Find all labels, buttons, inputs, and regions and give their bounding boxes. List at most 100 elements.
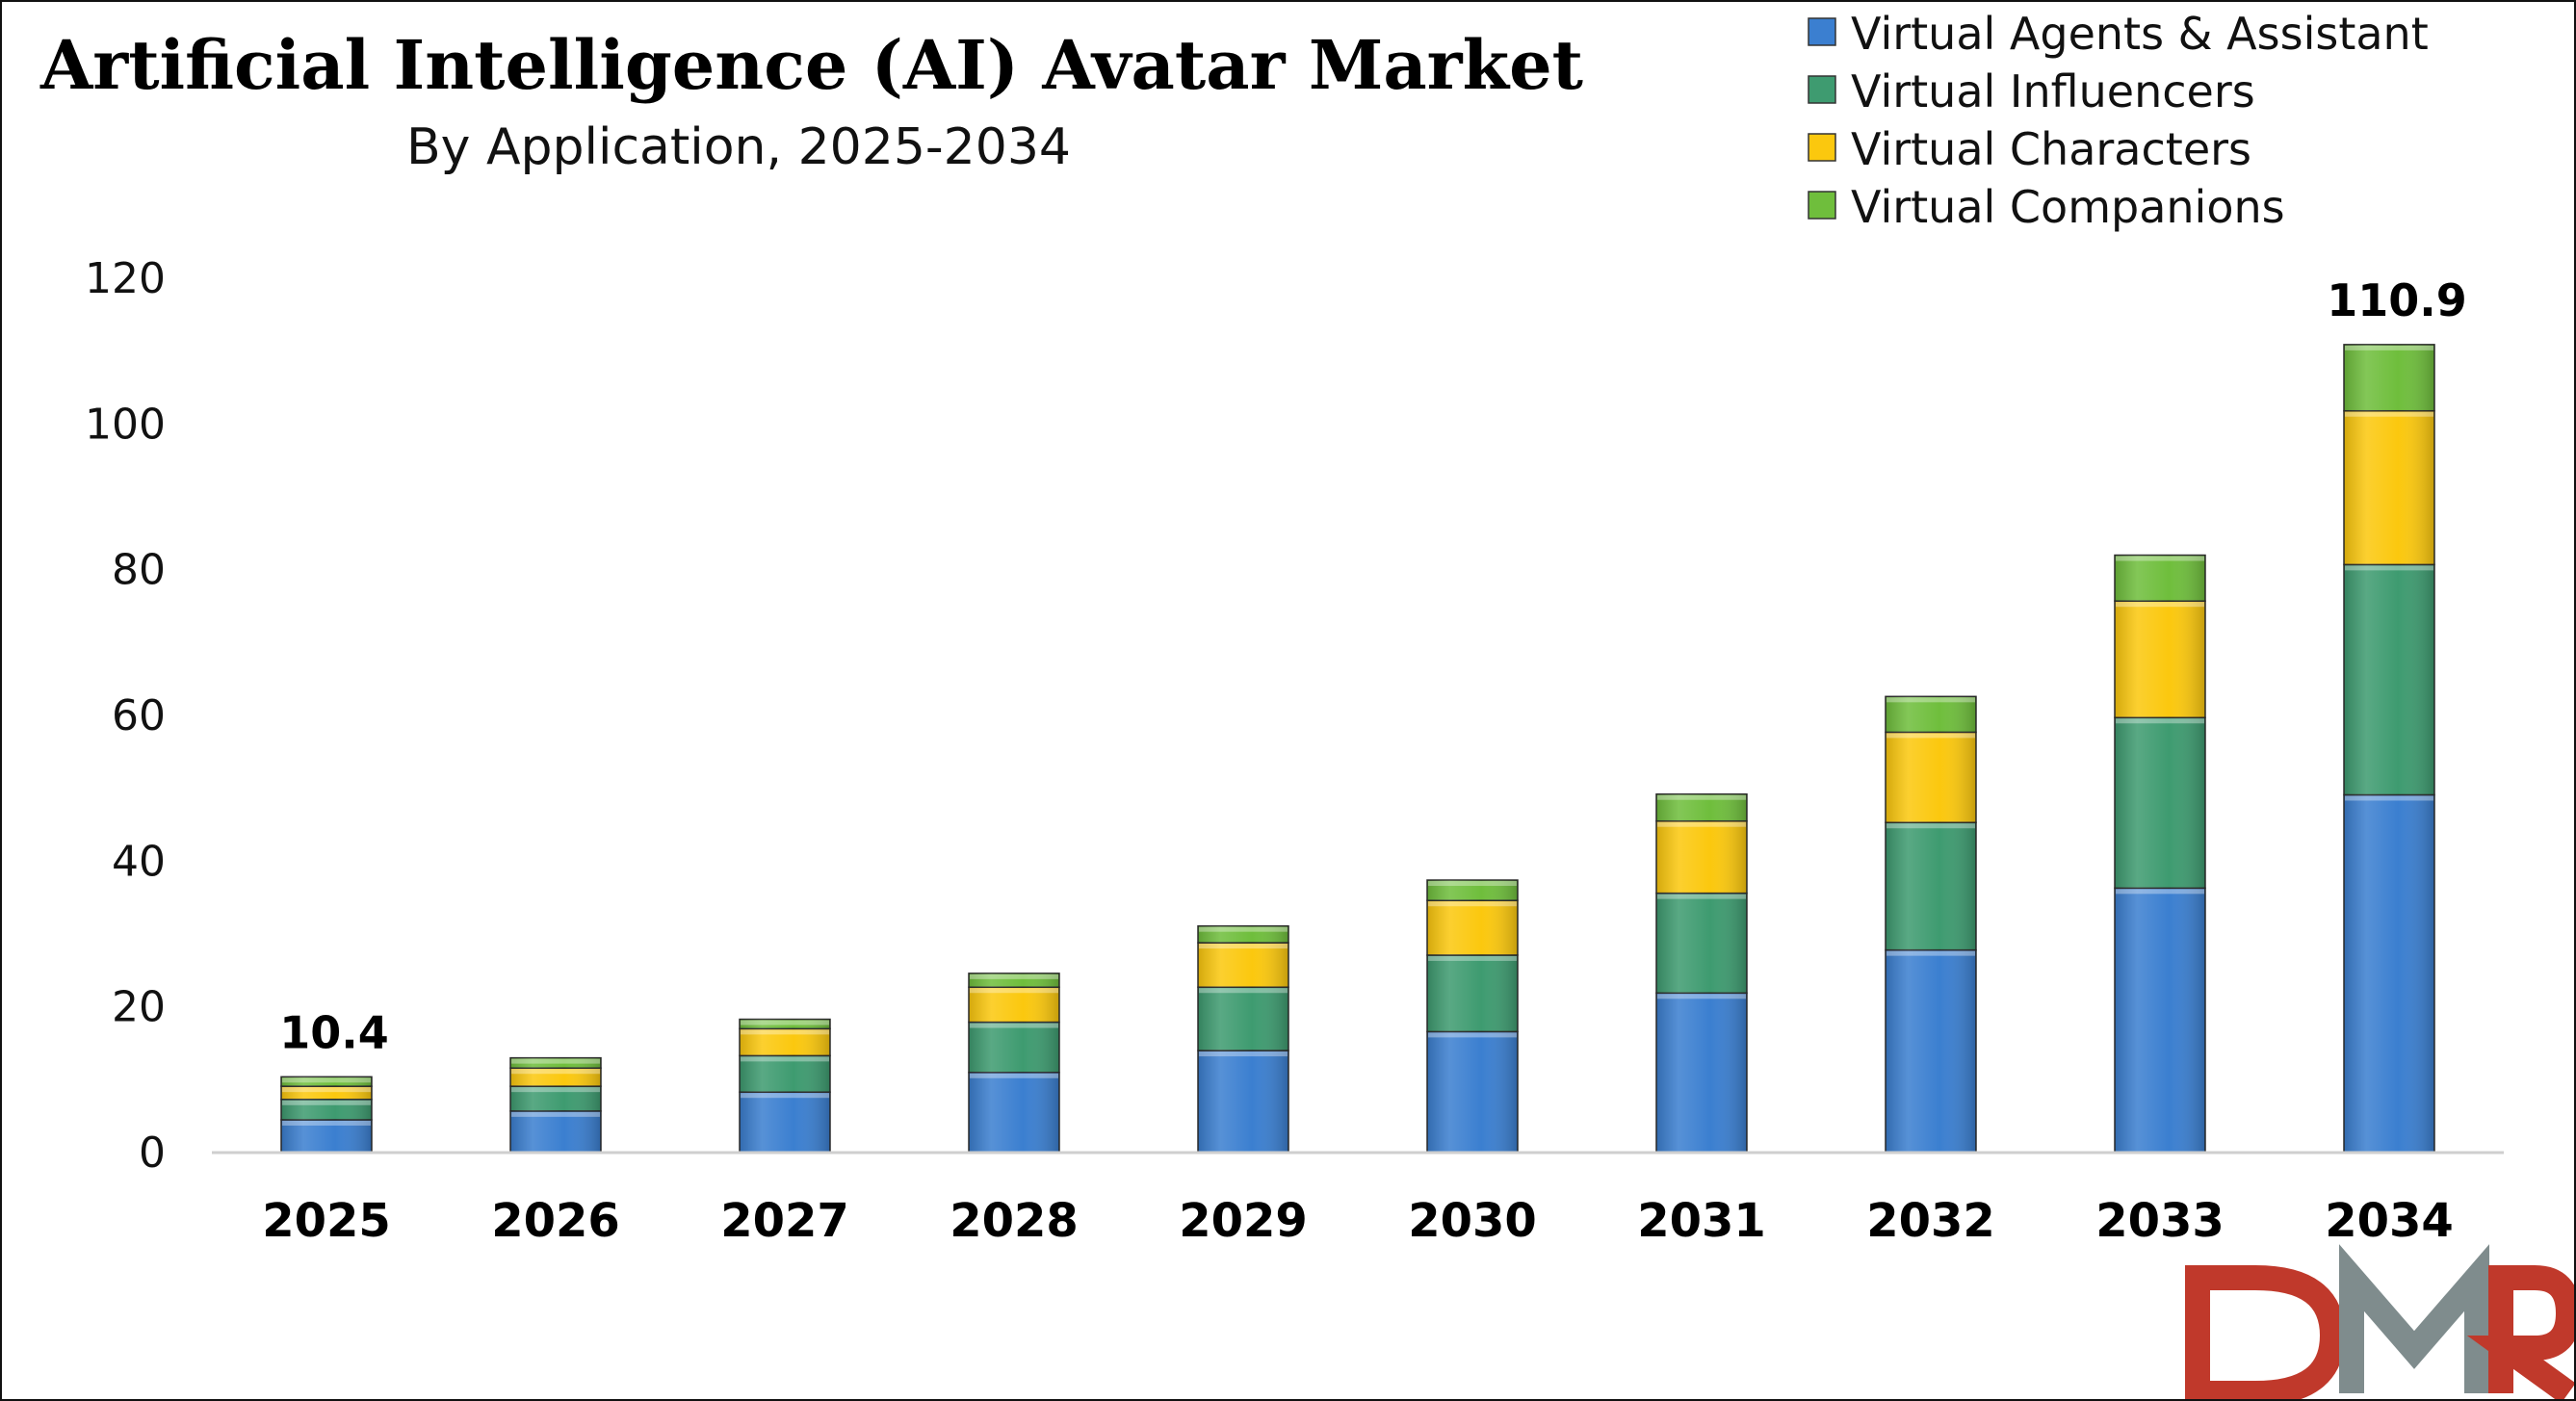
bar-segment-highlight	[282, 1087, 371, 1093]
bar-segment-highlight	[1886, 823, 1975, 829]
bar-segment-highlight	[1886, 733, 1975, 739]
bar-segment-shade	[281, 1086, 372, 1100]
legend-label: Virtual Companions	[1851, 181, 2285, 233]
bar-segment-shade	[969, 1072, 1059, 1153]
x-tick-label: 2030	[1408, 1194, 1537, 1248]
legend-item: Virtual Influencers	[1808, 65, 2255, 117]
logo-letter-d	[2185, 1265, 2346, 1399]
bar-segment-highlight	[1886, 697, 1975, 703]
y-tick-label: 120	[85, 254, 166, 303]
legend-label: Virtual Influencers	[1851, 65, 2255, 117]
bar-segment-highlight	[970, 1023, 1058, 1028]
bar-segment-shade	[2344, 794, 2434, 1153]
x-tick-label: 2032	[1866, 1194, 1995, 1248]
bar-segment-shade	[1886, 949, 1976, 1153]
bar-segment-shade	[1886, 822, 1976, 950]
bar-segment-highlight	[1657, 821, 1746, 827]
bar-segment-highlight	[2345, 565, 2433, 571]
data-label: 10.4	[279, 1006, 389, 1058]
legend-label: Virtual Characters	[1851, 123, 2251, 175]
bar-segment-highlight	[1428, 901, 1517, 907]
bar-segment-highlight	[2116, 602, 2204, 608]
bar-segment-shade	[1427, 900, 1518, 955]
bar-segment-highlight	[741, 1056, 829, 1062]
bar-segment-shade	[510, 1110, 601, 1153]
bar-segment-highlight	[1199, 988, 1288, 994]
bar-segment-highlight	[741, 1029, 829, 1035]
x-tick-label: 2031	[1637, 1194, 1766, 1248]
x-tick-label: 2028	[950, 1194, 1079, 1248]
bar-segment-highlight	[2345, 345, 2433, 350]
bar-segment-highlight	[282, 1120, 371, 1126]
chart-subtitle: By Application, 2025-2034	[406, 118, 1071, 176]
bar-segment-highlight	[2345, 795, 2433, 801]
bar-segment-highlight	[1428, 1032, 1517, 1038]
bar-segment-shade	[281, 1077, 372, 1087]
y-tick-label: 40	[112, 837, 166, 886]
bar-segment-shade	[510, 1086, 601, 1111]
bar-segment-highlight	[2345, 411, 2433, 417]
bar-segment-shade	[1656, 793, 1747, 821]
bar-segment-shade	[2344, 344, 2434, 411]
bar-segment-shade	[1886, 696, 1976, 733]
y-tick-label: 20	[112, 983, 166, 1032]
bar-segment-shade	[740, 1055, 830, 1093]
legend-label: Virtual Agents & Assistant	[1851, 8, 2429, 60]
bar-segment-highlight	[970, 988, 1058, 994]
bar-segment-shade	[2344, 410, 2434, 565]
bar-segment-highlight	[511, 1087, 600, 1093]
bar-segment-shade	[969, 1022, 1059, 1073]
bar-segment-shade	[2115, 601, 2205, 718]
legend-item: Virtual Companions	[1808, 181, 2285, 233]
bar-segment-shade	[2115, 717, 2205, 889]
x-axis: 2025 2026 2027 2028 2029 2030 2031 2032 2033 2034	[262, 1194, 2454, 1248]
bar-segment-shade	[1198, 943, 1288, 988]
bar-segment-highlight	[2116, 889, 2204, 895]
bar-segment-shade	[740, 1019, 830, 1029]
bar-segment-highlight	[970, 1073, 1058, 1078]
y-tick-label: 60	[112, 691, 166, 740]
x-tick-label: 2026	[491, 1194, 620, 1248]
chart-title: Artificial Intelligence (AI) Avatar Mark…	[39, 25, 1583, 105]
bar-segment-shade	[2115, 888, 2205, 1153]
dmr-logo	[2185, 1244, 2574, 1399]
bar-segment-shade	[1198, 1051, 1288, 1153]
bar-segment-highlight	[2116, 556, 2204, 561]
bars	[280, 344, 2435, 1154]
bar-segment-highlight	[282, 1077, 371, 1083]
bar-segment-shade	[740, 1028, 830, 1056]
y-tick-label: 80	[112, 546, 166, 595]
bar-segment-shade	[1427, 954, 1518, 1032]
bar-segment-highlight	[511, 1111, 600, 1117]
bar-segment-highlight	[2116, 718, 2204, 724]
bar-segment-highlight	[741, 1093, 829, 1099]
bar-segment-shade	[1886, 732, 1976, 823]
data-labels: 10.4 110.9	[279, 274, 2467, 1058]
bar-segment-shade	[1656, 820, 1747, 894]
bar-segment-shade	[2115, 555, 2205, 602]
bar-segment-shade	[969, 987, 1059, 1023]
bar-segment-highlight	[1199, 1051, 1288, 1057]
bar-segment-highlight	[1657, 794, 1746, 800]
data-label: 110.9	[2327, 274, 2467, 326]
bar-segment-shade	[740, 1092, 830, 1153]
bar-segment-highlight	[1428, 881, 1517, 887]
bar-segment-shade	[510, 1068, 601, 1087]
bar-segment-highlight	[1199, 926, 1288, 932]
legend-swatch	[1808, 17, 1836, 46]
x-tick-label: 2027	[720, 1194, 849, 1248]
bar-segment-shade	[1427, 1031, 1518, 1153]
bar-segment-highlight	[970, 973, 1058, 979]
legend-swatch	[1808, 75, 1836, 104]
legend-swatch	[1808, 191, 1836, 220]
bar-segment-highlight	[511, 1058, 600, 1064]
y-tick-label: 0	[139, 1129, 166, 1178]
x-tick-label: 2034	[2325, 1194, 2454, 1248]
y-tick-label: 100	[85, 400, 166, 449]
legend-swatch	[1808, 133, 1836, 162]
bar-segment-highlight	[511, 1069, 600, 1075]
x-tick-label: 2025	[262, 1194, 391, 1248]
y-axis: 0 20 40 60 80 100 120	[85, 254, 166, 1178]
bar-segment-shade	[1198, 925, 1288, 944]
bar-segment-highlight	[1657, 894, 1746, 899]
